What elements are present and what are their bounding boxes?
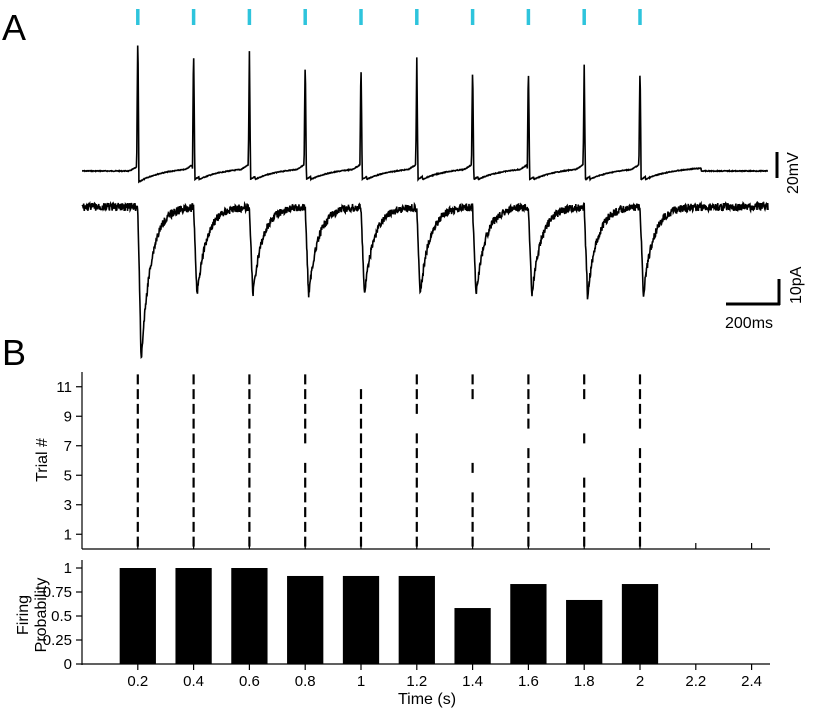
bar-y-tick-label-0.75: 0.75 xyxy=(43,584,72,601)
scale-bar-current: 10pA 200ms xyxy=(725,266,805,332)
bar-y-tick-label-1: 1 xyxy=(64,560,72,577)
bar-0.2 xyxy=(119,568,156,664)
bar-y-title-line2: Probability xyxy=(33,578,50,653)
bar-y-tick-label-0.25: 0.25 xyxy=(43,632,72,649)
scale-voltage-label: 20mV xyxy=(785,152,802,194)
bar-1.6 xyxy=(510,584,547,664)
bar-0.6 xyxy=(231,568,268,664)
bar-x-tick-label-1.2: 1.2 xyxy=(406,673,427,690)
bar-y-ticks: 0 0.25 0.5 0.75 1 xyxy=(43,560,82,673)
bar-1.8 xyxy=(566,599,603,664)
raster-plot: 1 3 5 7 9 11 Trial # xyxy=(34,372,770,550)
raster-y-tick-label-1: 1 xyxy=(64,526,72,543)
raster-y-title: Trial # xyxy=(34,438,51,482)
bar-0.8 xyxy=(287,575,324,664)
bar-x-tick-label-0.4: 0.4 xyxy=(183,673,204,690)
bar-chart: 0 0.25 0.5 0.75 1 0.2 0.4 0.6 0.8 1 1.2 1.4 1.6 1.8 2… xyxy=(15,560,770,708)
scale-bar-voltage: 20mV xyxy=(775,152,802,194)
current-trace xyxy=(81,200,769,359)
raster-y-tick-label-9: 9 xyxy=(64,408,72,425)
bar-x-tick-label-2.2: 2.2 xyxy=(685,673,706,690)
bar-x-tick-label-0.2: 0.2 xyxy=(127,673,148,690)
bar-x-tick-label-1.4: 1.4 xyxy=(462,673,483,690)
bars xyxy=(119,568,659,664)
bar-1 xyxy=(342,575,380,664)
bar-0.4 xyxy=(175,568,212,664)
bar-x-tick-label-1.8: 1.8 xyxy=(574,673,595,690)
panel-a-label: A xyxy=(2,7,26,48)
stimulus-markers xyxy=(136,9,642,25)
bar-x-title: Time (s) xyxy=(398,691,456,708)
raster-y-tick-label-3: 3 xyxy=(64,497,72,514)
bar-2 xyxy=(621,584,659,664)
raster-y-tick-label-11: 11 xyxy=(56,379,72,396)
bar-y-title-line1: Firing xyxy=(15,595,32,635)
raster-x-ticks xyxy=(137,543,753,549)
bar-x-tick-label-2.4: 2.4 xyxy=(741,673,762,690)
bar-y-tick-label-0.5: 0.5 xyxy=(51,608,72,625)
scale-time-label: 200ms xyxy=(725,315,773,332)
raster-y-tick-label-5: 5 xyxy=(64,467,72,484)
raster-y-tick-label-7: 7 xyxy=(64,438,72,455)
bar-1.4 xyxy=(454,608,491,664)
bar-x-tick-label-1.6: 1.6 xyxy=(518,673,539,690)
raster-marks xyxy=(136,374,642,547)
scale-current-label: 10pA xyxy=(788,266,805,304)
bar-x-tick-label-0.6: 0.6 xyxy=(239,673,260,690)
voltage-trace xyxy=(81,45,769,184)
bar-x-tick-label-0.8: 0.8 xyxy=(295,673,316,690)
panel-b-label: B xyxy=(2,332,26,373)
bar-y-tick-label-0: 0 xyxy=(64,656,72,673)
bar-x-tick-label-1: 1 xyxy=(357,673,365,690)
bar-1.2 xyxy=(398,575,435,664)
bar-x-tick-label-2: 2 xyxy=(636,673,644,690)
bar-x-ticks: 0.2 0.4 0.6 0.8 1 1.2 1.4 1.6 1.8 2 2.2 2.4 xyxy=(127,664,762,690)
raster-y-ticks: 1 3 5 7 9 11 xyxy=(56,379,82,543)
